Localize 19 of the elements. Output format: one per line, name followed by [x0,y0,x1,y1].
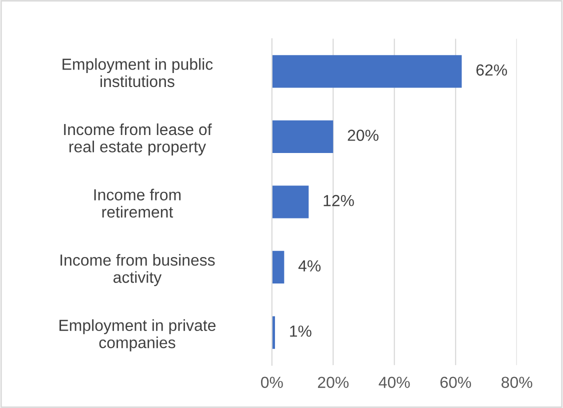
data-label: 4% [298,260,321,272]
data-label: 20% [348,130,378,141]
x-tick-label: 60% [440,376,472,388]
y-tick-label: Income from lease of real estate property [64,123,212,156]
y-tick-label: Income from retirement [94,188,181,218]
data-label: 62% [476,64,508,76]
y-tick-label: Employment in public institutions [62,58,213,88]
y-tick-label: Employment in private companies [60,319,216,352]
bar [272,120,334,153]
x-tick-label: 40% [378,376,410,388]
x-tick-label: 20% [318,376,349,388]
bar [272,55,462,88]
x-tick-label: 0% [261,376,283,388]
bar [272,250,284,284]
data-label: 1% [290,326,312,337]
data-label: 12% [324,194,354,206]
y-tick-label: Income from business activity [60,254,215,286]
bar [272,186,309,218]
x-tick-label: 80% [502,376,532,388]
